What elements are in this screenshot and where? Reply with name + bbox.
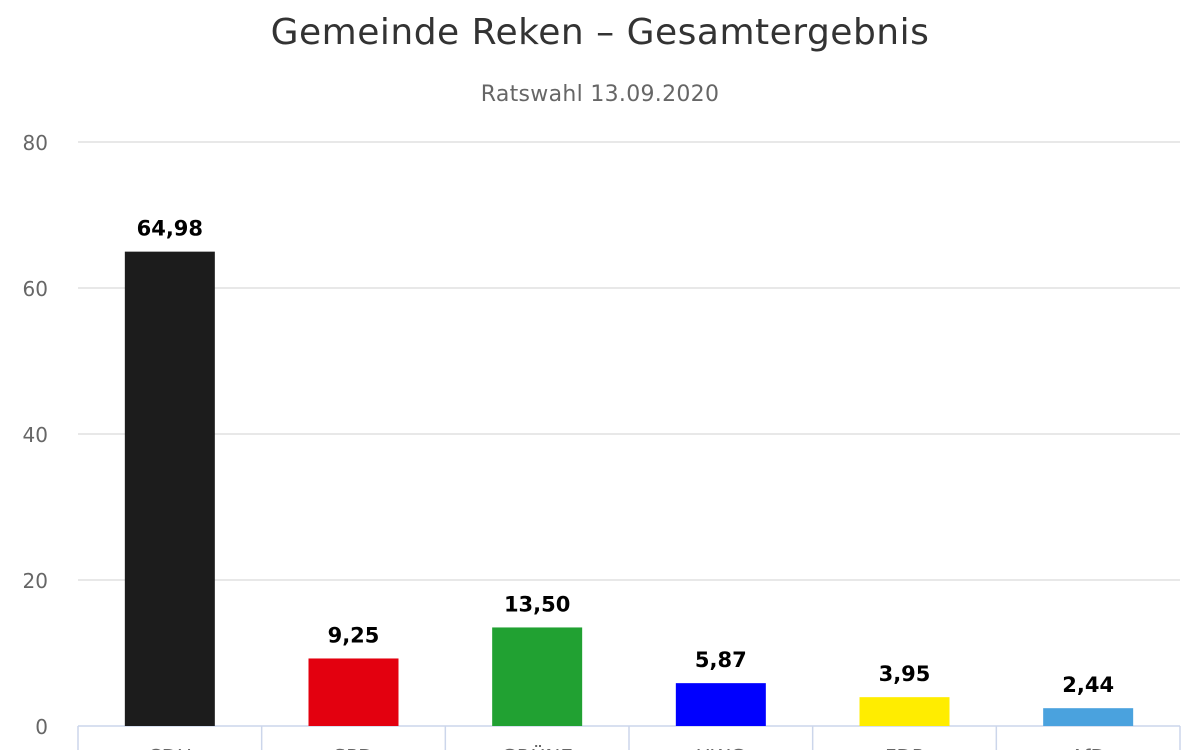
data-label: 9,25 (328, 623, 380, 647)
data-label: 2,44 (1062, 673, 1114, 697)
bar (492, 627, 583, 726)
data-label: 13,50 (504, 592, 570, 616)
x-tick-label: AfD (1070, 745, 1105, 750)
x-tick-label: FDP (885, 745, 924, 750)
bar (308, 658, 399, 726)
x-tick-label: SPD (333, 745, 373, 750)
bar (124, 251, 215, 726)
data-label: 5,87 (695, 648, 747, 672)
y-tick-label: 40 (23, 423, 48, 447)
bar (859, 697, 950, 726)
y-tick-label: 60 (23, 277, 48, 301)
bar (675, 683, 766, 726)
bar (1043, 708, 1134, 726)
x-tick-label: UWG (696, 745, 746, 750)
y-tick-label: 80 (23, 131, 48, 155)
data-label: 64,98 (137, 217, 203, 241)
x-tick-label: GRÜNE (501, 745, 573, 750)
chart-title: Gemeinde Reken – Gesamtergebnis (270, 12, 930, 53)
y-tick-label: 0 (35, 715, 48, 739)
chart-subtitle: Ratswahl 13.09.2020 (480, 82, 720, 107)
y-tick-label: 20 (23, 569, 48, 593)
data-label: 3,95 (879, 662, 931, 686)
x-tick-label: CDU (148, 745, 192, 750)
